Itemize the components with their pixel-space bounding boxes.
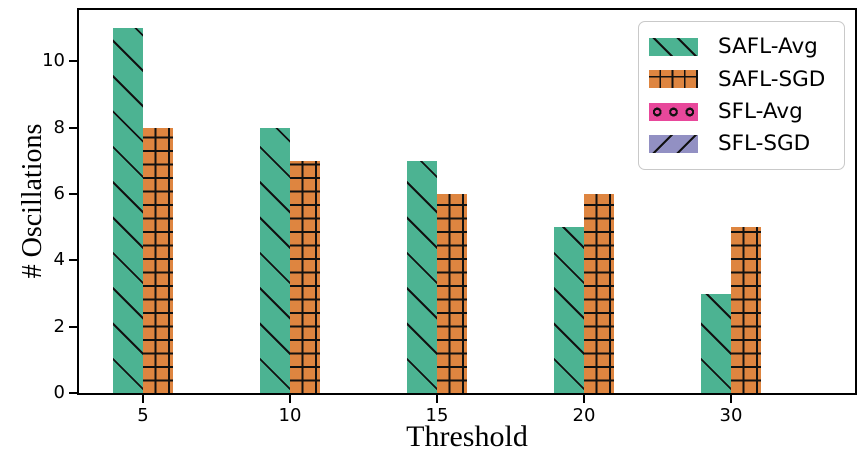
bar-safl-sgd-30 xyxy=(731,227,761,393)
x-tick-mark xyxy=(142,395,144,403)
legend-item-sfl-sgd: SFL-SGD xyxy=(649,128,832,160)
x-tick-mark xyxy=(436,395,438,403)
y-tick-label: 6 xyxy=(53,183,65,204)
bar-safl-sgd-10 xyxy=(290,160,320,393)
x-tick-mark xyxy=(730,395,732,403)
y-tick-label: 8 xyxy=(53,116,65,138)
y-tick-mark xyxy=(69,259,77,262)
x-tick-label: 20 xyxy=(572,405,596,426)
x-tick-mark xyxy=(583,395,585,403)
legend-label: SFL-SGD xyxy=(718,131,811,157)
y-tick-label: 10 xyxy=(42,50,65,72)
legend-item-safl-sgd: SAFL-SGD xyxy=(649,63,832,95)
bar-safl-sgd-15 xyxy=(437,194,467,393)
legend-swatch-safl-sgd xyxy=(649,70,698,89)
y-tick-mark xyxy=(69,60,77,63)
legend-swatch-sfl-avg xyxy=(649,102,698,121)
y-tick-mark xyxy=(69,193,77,195)
bar-safl-avg-10 xyxy=(260,127,290,393)
y-tick-mark xyxy=(69,392,77,394)
legend-swatch-sfl-sgd xyxy=(649,134,698,153)
x-axis-label: Threshold xyxy=(406,420,528,453)
plot-area: SAFL-Avg SAFL-SGD SFL-Avg SFL-SGD xyxy=(77,8,857,395)
bar-safl-sgd-5 xyxy=(143,127,173,393)
legend: SAFL-Avg SAFL-SGD SFL-Avg SFL-SGD xyxy=(638,21,845,170)
x-tick-label: 5 xyxy=(137,405,149,426)
bars-layer xyxy=(79,10,855,393)
legend-swatch-safl-avg xyxy=(649,38,698,57)
bar-safl-sgd-20 xyxy=(584,194,614,393)
bar-safl-avg-30 xyxy=(701,293,731,393)
x-tick-mark xyxy=(289,395,291,403)
legend-item-safl-avg: SAFL-Avg xyxy=(649,31,832,63)
y-tick-mark xyxy=(69,126,77,129)
x-tick-label: 10 xyxy=(278,405,302,426)
bar-safl-avg-5 xyxy=(113,28,143,393)
bar-safl-avg-15 xyxy=(407,160,437,393)
y-tick-label: 2 xyxy=(53,315,65,337)
y-tick-label: 0 xyxy=(53,382,65,403)
y-tick-label: 4 xyxy=(53,249,65,271)
x-tick-label: 30 xyxy=(719,405,743,426)
legend-label: SAFL-Avg xyxy=(718,34,818,60)
bar-safl-avg-20 xyxy=(554,227,584,393)
x-tick-label: 15 xyxy=(425,405,449,426)
legend-label: SFL-Avg xyxy=(718,98,803,124)
y-tick-mark xyxy=(69,325,77,328)
legend-label: SAFL-SGD xyxy=(718,66,826,92)
legend-item-sfl-avg: SFL-Avg xyxy=(649,96,832,128)
